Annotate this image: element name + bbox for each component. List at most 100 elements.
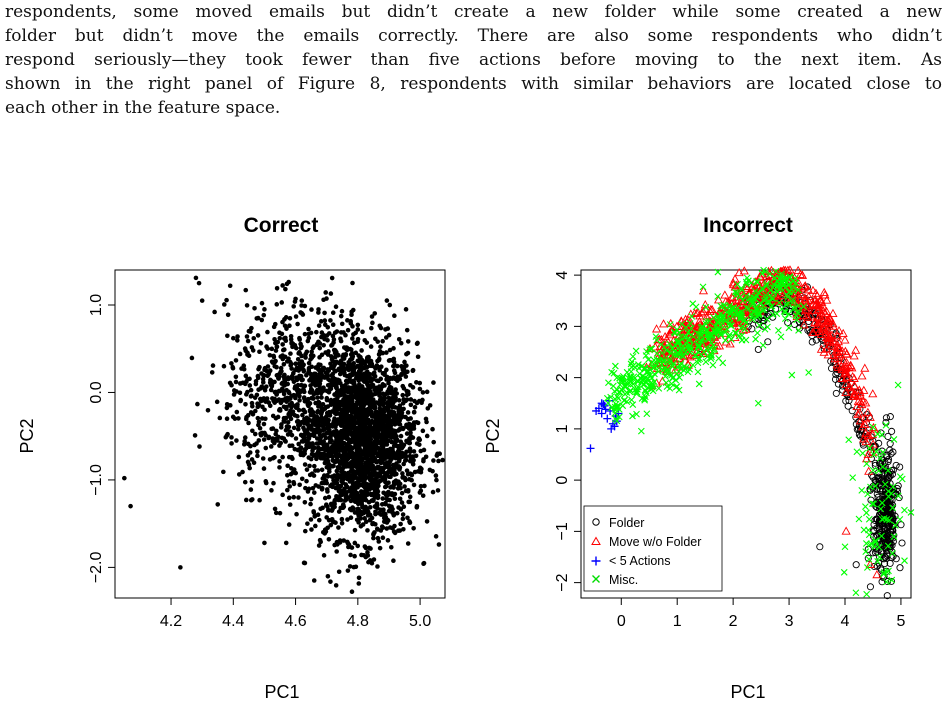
data-point bbox=[351, 434, 356, 440]
data-point bbox=[411, 449, 417, 454]
data-point bbox=[376, 419, 381, 425]
data-point bbox=[283, 338, 289, 344]
data-point bbox=[407, 436, 412, 441]
data-point bbox=[400, 392, 406, 398]
data-point bbox=[361, 436, 367, 442]
data-point bbox=[396, 412, 402, 418]
data-point bbox=[330, 454, 336, 459]
data-point bbox=[871, 459, 879, 467]
data-point bbox=[407, 494, 413, 500]
data-point bbox=[362, 373, 368, 379]
data-point bbox=[368, 360, 374, 366]
data-point bbox=[406, 426, 412, 431]
data-point bbox=[386, 358, 392, 363]
data-point bbox=[283, 427, 289, 433]
data-point bbox=[694, 330, 701, 337]
data-point bbox=[396, 443, 402, 449]
data-point bbox=[890, 436, 898, 443]
data-point bbox=[615, 388, 623, 396]
data-point bbox=[795, 326, 802, 334]
data-point bbox=[372, 446, 378, 452]
data-point bbox=[289, 366, 294, 371]
data-point bbox=[234, 409, 240, 415]
data-point bbox=[373, 410, 379, 415]
data-point bbox=[738, 332, 746, 339]
data-point bbox=[764, 338, 772, 346]
data-point bbox=[878, 431, 886, 438]
data-point bbox=[703, 344, 710, 352]
data-point bbox=[403, 374, 409, 379]
data-point bbox=[271, 398, 276, 404]
data-point bbox=[629, 362, 637, 370]
data-point bbox=[647, 345, 654, 353]
data-point bbox=[387, 347, 393, 353]
data-point bbox=[342, 370, 347, 376]
data-point bbox=[436, 458, 441, 464]
data-point bbox=[306, 370, 312, 375]
data-point bbox=[385, 454, 391, 460]
data-point bbox=[303, 355, 308, 360]
data-point bbox=[688, 331, 695, 339]
data-point bbox=[378, 376, 384, 382]
data-point bbox=[881, 560, 889, 568]
data-point bbox=[638, 395, 646, 402]
data-point bbox=[400, 516, 406, 522]
data-point bbox=[372, 404, 378, 409]
data-point bbox=[309, 364, 314, 370]
data-point bbox=[311, 490, 317, 495]
data-point bbox=[886, 517, 894, 526]
data-point bbox=[333, 304, 339, 310]
data-point bbox=[335, 392, 340, 398]
data-point bbox=[244, 392, 249, 397]
data-point bbox=[277, 459, 282, 464]
data-point bbox=[380, 535, 386, 541]
data-point bbox=[864, 490, 872, 498]
data-point bbox=[372, 311, 378, 316]
data-point bbox=[271, 353, 276, 359]
data-point bbox=[334, 549, 339, 554]
data-point bbox=[243, 497, 249, 503]
data-point bbox=[312, 513, 318, 518]
data-point bbox=[368, 344, 374, 349]
data-point bbox=[343, 429, 348, 435]
x-axis-label: PC1 bbox=[264, 682, 299, 702]
data-point bbox=[699, 335, 707, 343]
data-point bbox=[273, 431, 278, 437]
data-point bbox=[380, 391, 386, 397]
data-point bbox=[769, 311, 777, 319]
data-point bbox=[832, 331, 843, 340]
data-point bbox=[270, 438, 276, 444]
data-point bbox=[644, 356, 652, 363]
data-point bbox=[869, 549, 877, 557]
data-point bbox=[616, 374, 623, 382]
data-point bbox=[330, 322, 336, 328]
data-point bbox=[302, 462, 308, 467]
data-point bbox=[335, 377, 341, 383]
data-point bbox=[362, 473, 368, 478]
scatter-points bbox=[122, 275, 445, 595]
data-point bbox=[676, 374, 683, 381]
data-point bbox=[355, 469, 360, 474]
data-point bbox=[616, 388, 624, 396]
data-point bbox=[287, 484, 293, 489]
data-point bbox=[333, 384, 339, 390]
y-axis-label: PC2 bbox=[17, 418, 37, 453]
data-point bbox=[296, 407, 302, 413]
data-point bbox=[328, 361, 333, 367]
data-point bbox=[288, 411, 294, 417]
data-point bbox=[885, 473, 893, 481]
data-point bbox=[403, 477, 408, 483]
data-point bbox=[265, 329, 270, 335]
data-point bbox=[392, 440, 398, 446]
data-point bbox=[282, 323, 288, 329]
data-point bbox=[362, 419, 368, 425]
data-point bbox=[355, 358, 361, 364]
data-point bbox=[369, 314, 375, 319]
data-point bbox=[311, 353, 316, 359]
data-point bbox=[297, 398, 302, 403]
data-point bbox=[391, 346, 396, 351]
data-point bbox=[605, 379, 612, 387]
data-point bbox=[397, 528, 403, 533]
data-point bbox=[714, 341, 725, 350]
